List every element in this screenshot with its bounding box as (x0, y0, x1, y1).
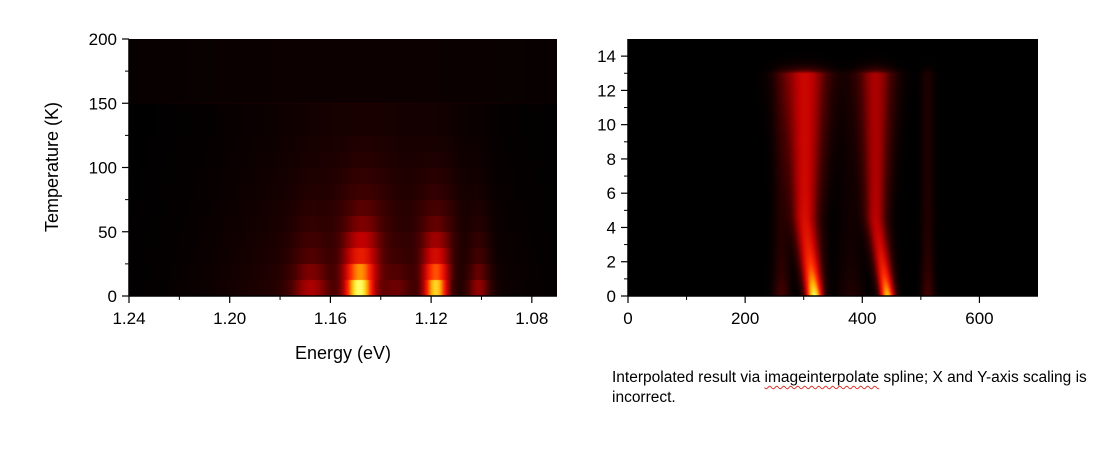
right-y-tick-label: 0 (607, 287, 616, 306)
left-x-tick-label: 1.12 (415, 309, 448, 328)
right-plot-area (628, 39, 1038, 296)
right-y-tick-label: 10 (597, 116, 616, 135)
right-x-tick-label: 600 (965, 309, 993, 328)
left-y-axis-label: Temperature (K) (42, 102, 62, 232)
left-plot-area (129, 39, 557, 296)
left-y-tick-label: 100 (89, 159, 117, 178)
right-x-tick-label: 0 (623, 309, 632, 328)
right-x-tick-label: 200 (731, 309, 759, 328)
right-axes: 0 200 400 600 0 2 4 6 8 10 12 14 (597, 39, 1038, 328)
right-y-tick-label: 12 (597, 81, 616, 100)
left-y-tick-label: 0 (108, 287, 117, 306)
left-heatmap-chart: 1.24 1.20 1.16 1.12 1.08 0 50 100 150 200 Energy … (42, 30, 557, 363)
left-y-tick-label: 200 (89, 30, 117, 49)
left-x-tick-label: 1.16 (314, 309, 347, 328)
right-x-tick-label: 400 (848, 309, 876, 328)
right-y-tick-label: 14 (597, 47, 616, 66)
left-y-tick-label: 150 (89, 94, 117, 113)
caption-text-start: Interpolated result via (612, 369, 765, 386)
right-heatmap-chart: 0 200 400 600 0 2 4 6 8 10 12 14 (597, 39, 1038, 328)
left-x-axis-label: Energy (eV) (295, 343, 391, 363)
right-y-tick-label: 4 (607, 218, 616, 237)
left-axes: 1.24 1.20 1.16 1.12 1.08 0 50 100 150 200 (89, 30, 557, 328)
left-x-tick-label: 1.08 (515, 309, 548, 328)
right-y-tick-label: 8 (607, 150, 616, 169)
caption-function-name: imageinterpolate (764, 369, 880, 386)
left-heatmap-image (129, 39, 557, 296)
left-x-tick-label: 1.20 (213, 309, 246, 328)
right-y-tick-label: 2 (607, 253, 616, 272)
figure-caption: Interpolated result via imageinterpolate… (612, 368, 1102, 408)
left-x-tick-label: 1.24 (112, 309, 145, 328)
right-heatmap-image (628, 39, 1038, 296)
caption-text-end: spline; X and Y-axis scaling is incorrec… (612, 369, 1087, 406)
right-y-tick-label: 6 (607, 184, 616, 203)
left-y-tick-label: 50 (98, 223, 117, 242)
